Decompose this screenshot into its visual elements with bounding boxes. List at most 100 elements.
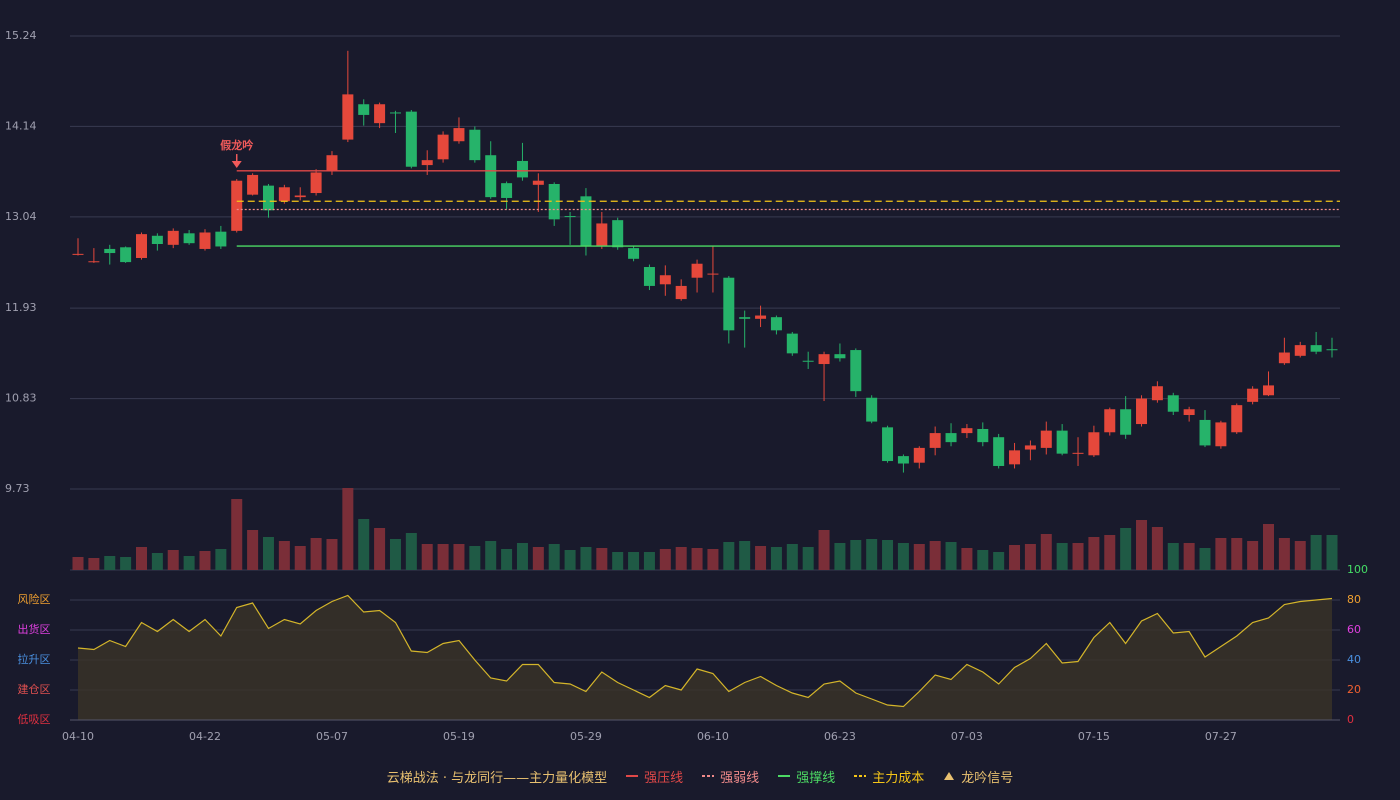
y2-tick-label: 80	[1347, 593, 1361, 606]
volume-bar	[628, 552, 640, 570]
volume-bar	[1056, 543, 1068, 570]
candle-body	[437, 134, 449, 160]
candle-body	[612, 220, 624, 248]
candle-body	[723, 277, 735, 331]
y-tick-label: 13.04	[5, 210, 37, 223]
volume-bar	[1326, 535, 1338, 570]
candle-body	[453, 128, 465, 142]
candle-body	[802, 360, 814, 362]
candle-body	[770, 317, 782, 331]
volume-bar	[1167, 543, 1179, 570]
volume-bar	[1215, 538, 1227, 570]
candle-body	[485, 155, 497, 198]
volume-bar	[1088, 537, 1100, 570]
y2-tick-label: 40	[1347, 653, 1361, 666]
volume-bar	[945, 542, 957, 570]
legend: 云梯战法 · 与龙同行——主力量化模型 强压线 强弱线 强撑线 主力成本 龙吟信号	[0, 766, 1400, 786]
candle-body	[961, 428, 973, 434]
candle-body	[866, 397, 878, 422]
volume-bar	[850, 540, 862, 570]
signal-arrow-head	[231, 161, 242, 169]
candle-body	[1167, 395, 1179, 412]
volume-bar	[675, 547, 687, 570]
volume-bar	[1009, 545, 1021, 570]
candle-body	[1231, 405, 1243, 433]
zone-label: 风险区	[18, 592, 51, 606]
candle-body	[1120, 409, 1132, 435]
candle-body	[183, 233, 195, 244]
candle-body	[374, 104, 386, 124]
volume-bar	[294, 546, 306, 570]
volume-bar	[1136, 520, 1148, 570]
x-tick-label: 07-15	[1078, 730, 1110, 743]
legend-label: 强压线	[644, 770, 684, 786]
volume-bar	[818, 530, 830, 570]
candle-body	[739, 317, 751, 319]
zone-label: 低吸区	[18, 713, 51, 726]
legend-label: 龙吟信号	[961, 770, 1014, 786]
candle-body	[1040, 430, 1052, 448]
volume-bar	[739, 541, 751, 570]
candle-body	[818, 354, 830, 365]
candle-body	[215, 231, 227, 247]
volume-bar	[770, 547, 782, 570]
volume-bar	[516, 543, 528, 570]
candle-body	[342, 94, 354, 140]
volume-bar	[485, 541, 497, 570]
legend-label: 强弱线	[720, 770, 760, 786]
legend-swatch	[626, 775, 639, 777]
candle-body	[834, 354, 846, 359]
y-tick-label: 10.83	[5, 392, 37, 405]
y2-tick-label: 60	[1347, 623, 1361, 636]
candle-body	[643, 267, 655, 286]
legend-title: 云梯战法 · 与龙同行——主力量化模型	[386, 770, 608, 786]
legend-swatch	[778, 775, 791, 777]
volume-bar	[580, 547, 592, 570]
volume-bar	[183, 556, 195, 570]
candle-body	[1215, 422, 1227, 447]
volume-bar	[278, 541, 290, 570]
volume-bar	[1247, 541, 1259, 570]
volume-bar	[548, 544, 560, 570]
volume-bar	[135, 547, 147, 570]
candle-body	[120, 247, 132, 263]
volume-bar	[786, 544, 798, 570]
candle-body	[231, 180, 243, 231]
zone-label: 建仓区	[18, 682, 51, 696]
volume-bar	[659, 549, 671, 570]
candle-body	[294, 195, 306, 198]
candle-body	[755, 315, 767, 319]
oscillator-area	[78, 595, 1332, 720]
volume-bar	[120, 557, 132, 570]
volume-bar	[326, 539, 338, 570]
volume-bar	[755, 546, 767, 570]
candle-body	[1294, 345, 1306, 356]
volume-bar	[532, 547, 544, 570]
x-tick-label: 05-29	[570, 730, 602, 743]
candle-body	[310, 172, 322, 194]
legend-label: 主力成本	[872, 770, 925, 786]
candle-body	[1009, 450, 1021, 465]
volume-bar	[643, 552, 655, 570]
volume-bar	[374, 528, 386, 570]
volume-bar	[310, 538, 322, 570]
volume-bar	[104, 556, 116, 570]
volume-bar	[1231, 538, 1243, 570]
candle-body	[1183, 409, 1195, 416]
candle-body	[358, 104, 370, 115]
volume-bar	[231, 499, 243, 570]
candle-body	[104, 248, 116, 254]
candle-body	[882, 427, 894, 462]
candle-body	[1072, 452, 1084, 454]
volume-bar	[405, 533, 417, 570]
candle-body	[469, 129, 481, 161]
candle-body	[1024, 445, 1036, 450]
volume-bar	[1310, 535, 1322, 570]
volume-bar	[1199, 548, 1211, 570]
legend-item: 强弱线	[701, 767, 759, 786]
y-tick-label: 15.24	[5, 29, 37, 42]
candle-body	[516, 160, 528, 178]
candle-body	[278, 187, 290, 202]
candle-body	[1263, 385, 1275, 396]
volume-bar	[469, 546, 481, 570]
